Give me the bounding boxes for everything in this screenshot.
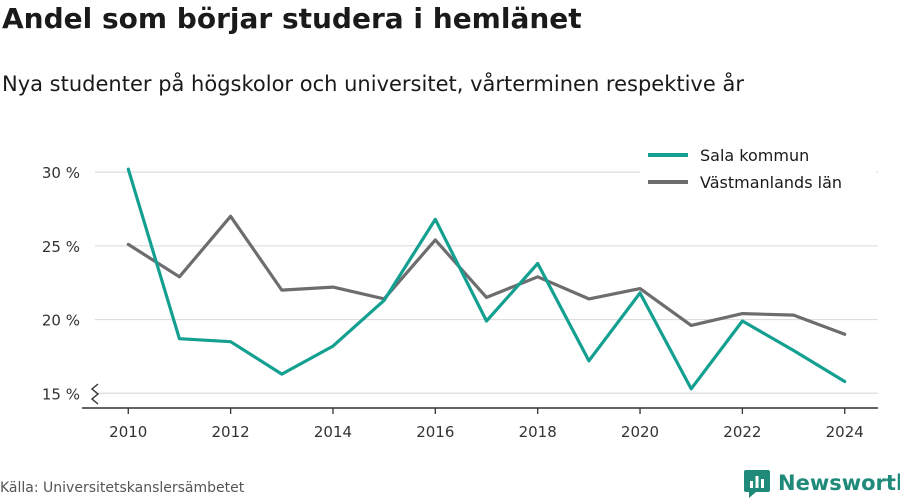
axis-break-icon xyxy=(90,383,100,405)
x-tick-label: 2024 xyxy=(826,423,864,441)
legend-background xyxy=(640,140,876,206)
y-tick-label: 20 % xyxy=(42,312,80,330)
chart-title: Andel som börjar studera i hemlänet xyxy=(2,2,582,35)
newsworthy-logo-icon xyxy=(744,470,770,498)
x-tick-label: 2012 xyxy=(212,423,250,441)
series-line-västmanlands-län xyxy=(126,214,847,336)
y-tick-label: 25 % xyxy=(42,238,80,256)
x-tick-label: 2014 xyxy=(314,423,352,441)
y-tick-label: 15 % xyxy=(42,385,80,403)
chart-subtitle: Nya studenter på högskolor och universit… xyxy=(2,72,744,96)
legend-label: Västmanlands län xyxy=(700,173,842,192)
legend-label: Sala kommun xyxy=(700,146,809,165)
x-tick-label: 2018 xyxy=(519,423,557,441)
x-tick-label: 2016 xyxy=(416,423,454,441)
line-chart: 15 % 20 % 25 % 30 % 2010 2012 2014 2016 2018 2020… xyxy=(41,140,878,441)
y-tick-label: 30 % xyxy=(42,164,80,182)
x-tick-label: 2020 xyxy=(621,423,659,441)
brand-logo: Newsworthy xyxy=(744,468,900,498)
source-note: Källa: Universitetskanslersämbetet xyxy=(0,480,245,496)
brand-name: Newsworthy xyxy=(778,471,900,495)
x-tick-label: 2010 xyxy=(109,423,147,441)
series-line-sala-kommun xyxy=(126,167,847,391)
x-tick-label: 2022 xyxy=(723,423,761,441)
